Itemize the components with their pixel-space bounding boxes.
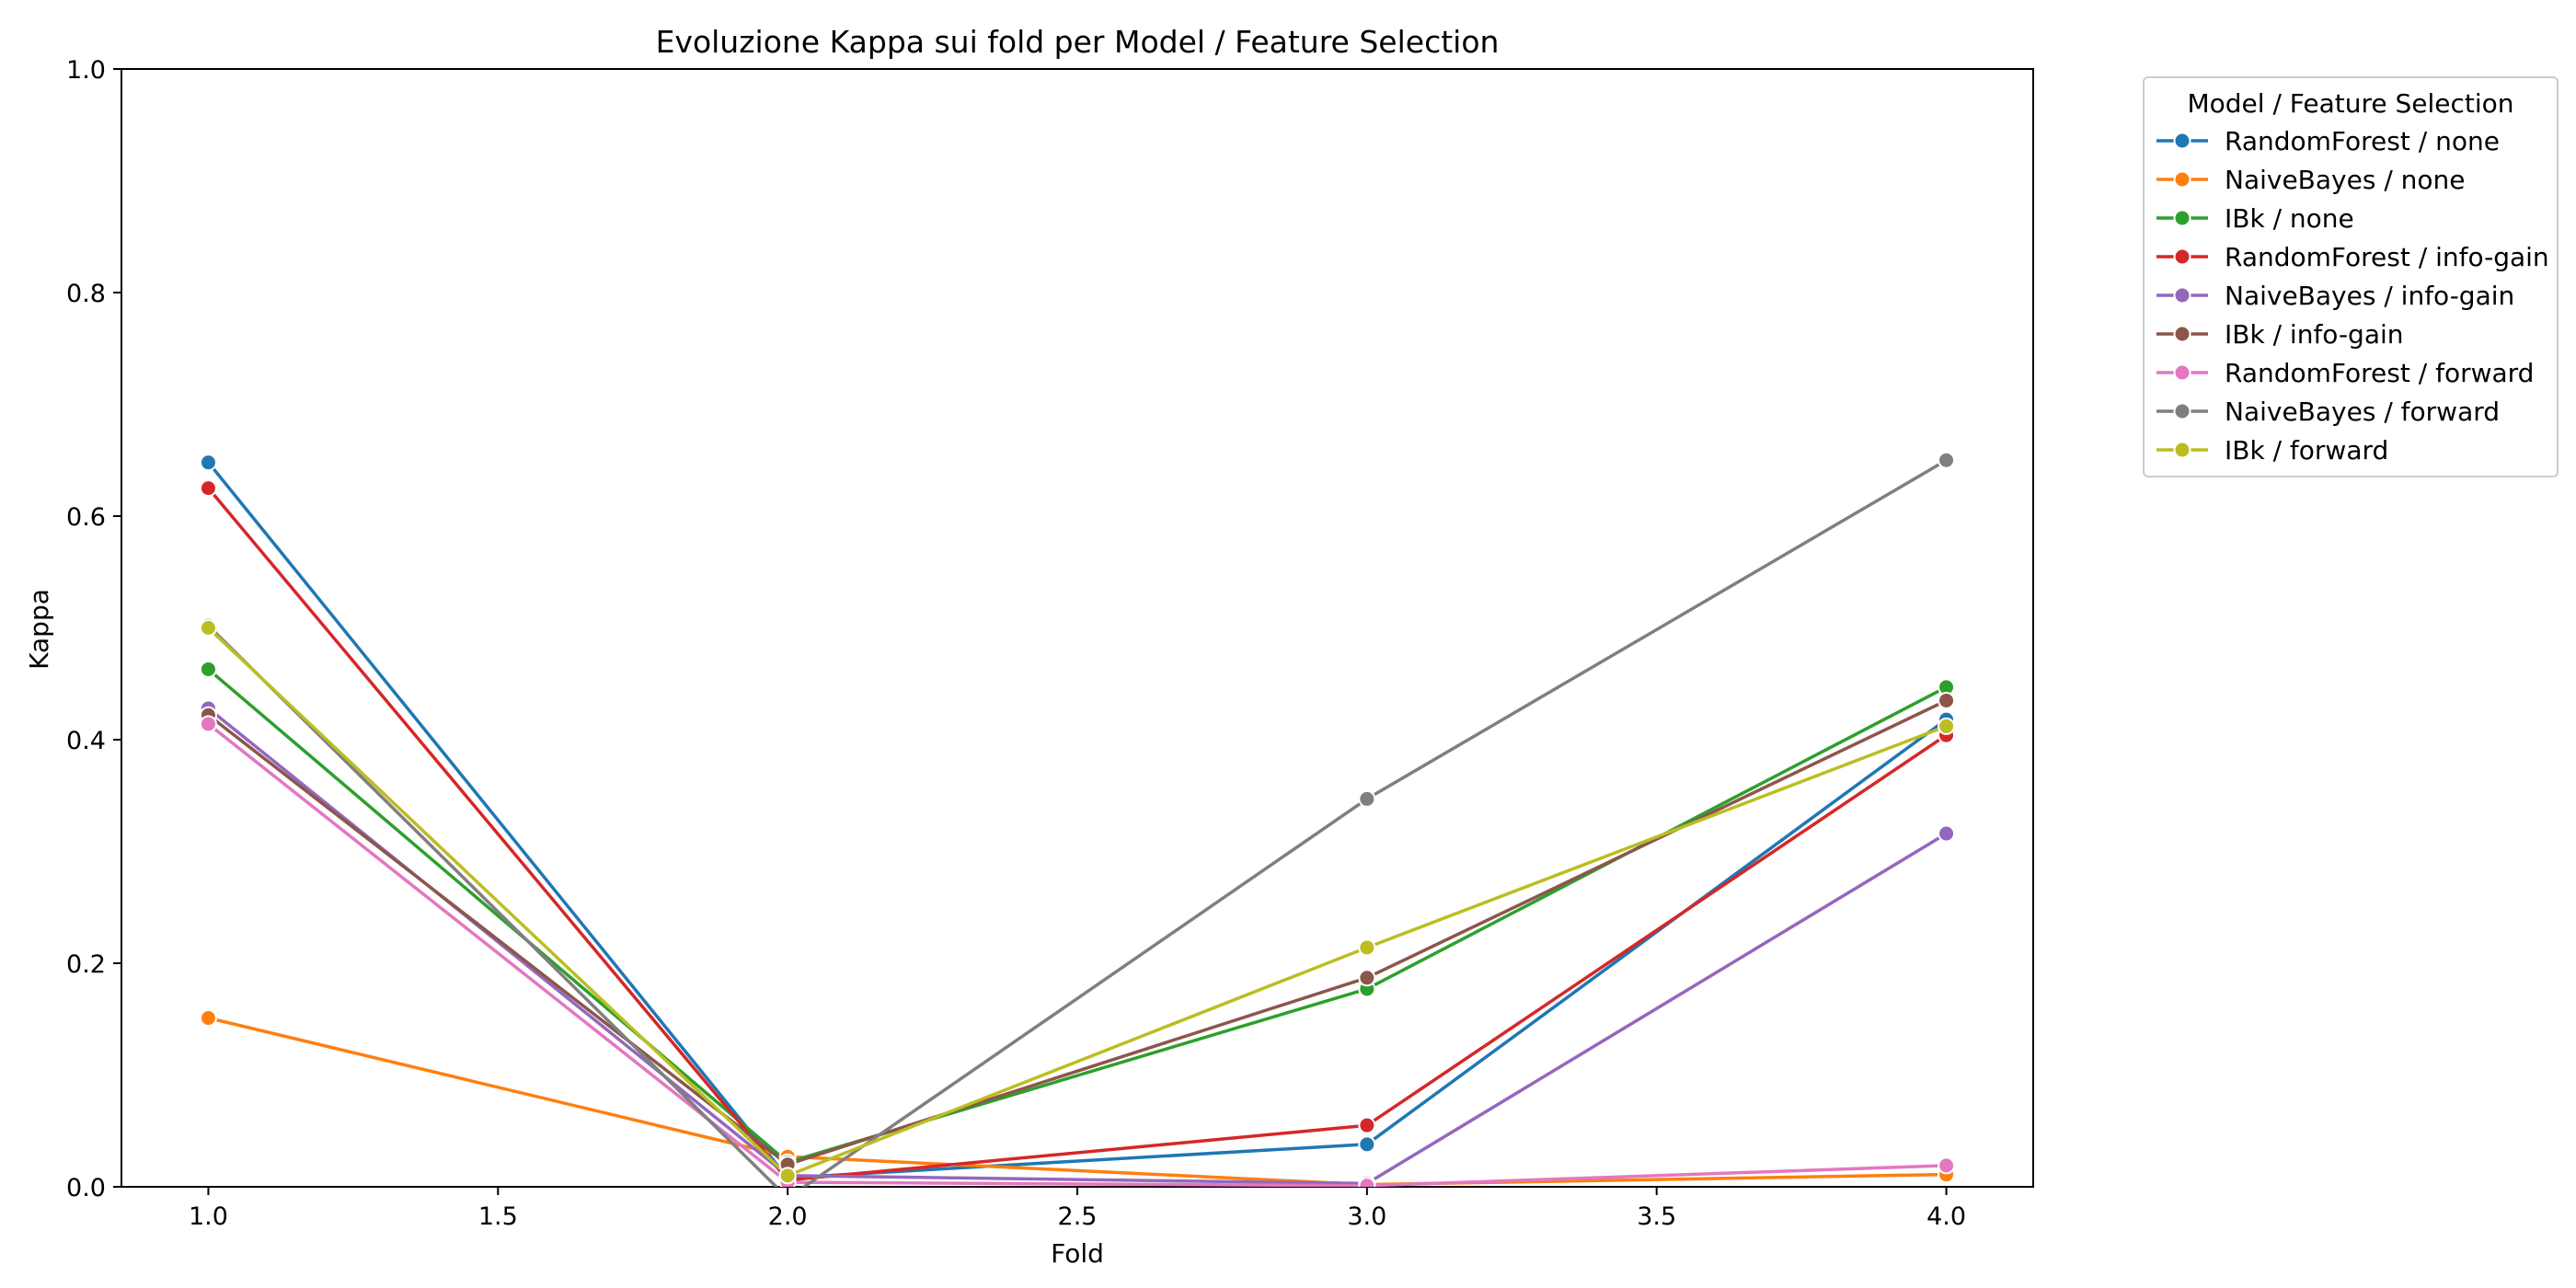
legend-label: RandomForest / info-gain [2225, 242, 2549, 272]
x-tick-label: 2.0 [768, 1202, 808, 1231]
y-tick-label: 0.4 [66, 727, 106, 755]
legend-marker [2173, 209, 2191, 227]
legend-items: RandomForest / none NaiveBayes / none IBk … [2156, 126, 2549, 466]
data-point [778, 1167, 797, 1185]
legend-marker [2173, 325, 2191, 343]
data-point [1358, 1177, 1376, 1187]
legend-marker [2173, 247, 2191, 266]
data-point [1938, 1156, 1956, 1175]
legend-label: NaiveBayes / forward [2225, 397, 2500, 427]
series-line [207, 458, 1948, 1187]
legend-marker [2173, 286, 2191, 305]
data-point [1938, 824, 1956, 843]
data-point [1938, 717, 1956, 735]
data-point [199, 454, 217, 472]
legend-box [2143, 76, 2559, 477]
legend: Model / Feature Selection RandomForest /… [2143, 76, 2559, 477]
y-tick-label: 0.6 [66, 503, 106, 532]
series-line [208, 1016, 1947, 1187]
plot-area [121, 68, 2034, 1188]
y-tick-label: 1.0 [66, 56, 106, 85]
series-line [207, 707, 1948, 1186]
data-point [1358, 789, 1376, 808]
data-point [199, 1009, 217, 1028]
x-tick-label: 3.0 [1347, 1202, 1386, 1231]
legend-label: NaiveBayes / info-gain [2225, 281, 2514, 311]
data-point [199, 479, 217, 498]
x-tick-label: 1.0 [189, 1202, 228, 1231]
data-point [1938, 451, 1956, 469]
data-point [1358, 969, 1376, 987]
series-group [199, 451, 1956, 1187]
x-axis-label: Fold [1051, 1238, 1104, 1269]
legend-label: NaiveBayes / none [2225, 165, 2466, 195]
legend-marker [2173, 132, 2191, 150]
y-tick-label: 0.8 [66, 280, 106, 308]
legend-marker [2173, 363, 2191, 382]
legend-title: Model / Feature Selection [2187, 88, 2513, 119]
legend-label: IBk / none [2225, 203, 2354, 234]
legend-marker [2173, 170, 2191, 189]
data-point [1358, 938, 1376, 957]
x-tick-label: 2.5 [1058, 1202, 1098, 1231]
y-axis-label: Kappa [24, 589, 54, 670]
x-tick-label: 3.5 [1637, 1202, 1676, 1231]
chart-title: Evoluzione Kappa sui fold per Model / Fe… [656, 24, 1500, 60]
y-tick-label: 0.0 [66, 1174, 106, 1202]
legend-label: RandomForest / forward [2225, 358, 2534, 388]
data-point [199, 619, 217, 637]
series-line [207, 627, 1948, 1178]
legend-label: IBk / forward [2225, 435, 2388, 466]
series-line [207, 487, 1948, 1182]
legend-label: IBk / info-gain [2225, 319, 2404, 350]
data-point [1938, 691, 1956, 709]
x-axis: 1.0 1.5 2.0 2.5 3.0 3.5 4.0 [189, 1187, 1966, 1231]
data-point [1358, 1135, 1376, 1154]
legend-marker [2173, 441, 2191, 459]
data-point [199, 660, 217, 678]
y-tick-label: 0.2 [66, 950, 106, 979]
x-tick-label: 4.0 [1926, 1202, 1966, 1231]
legend-label: RandomForest / none [2225, 126, 2500, 156]
y-axis: 0.0 0.2 0.4 0.6 0.8 1.0 [66, 56, 121, 1202]
x-tick-label: 1.5 [478, 1202, 518, 1231]
data-point [1358, 1116, 1376, 1134]
series-line [207, 722, 1947, 1187]
series-line [207, 698, 1948, 1167]
data-point [199, 715, 217, 733]
legend-marker [2173, 402, 2191, 420]
